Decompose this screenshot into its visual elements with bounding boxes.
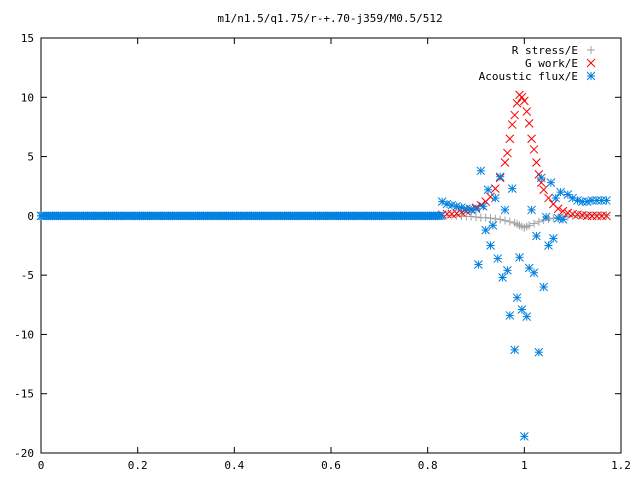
y-tick-label: -10 xyxy=(14,328,34,341)
data-point xyxy=(558,206,568,216)
data-point xyxy=(536,173,546,183)
data-point xyxy=(490,184,500,193)
data-point xyxy=(481,213,490,222)
data-point xyxy=(522,107,532,116)
data-point xyxy=(524,119,534,128)
data-point xyxy=(553,204,563,214)
data-point xyxy=(515,253,524,262)
legend-marker xyxy=(586,58,596,68)
data-point xyxy=(471,204,481,214)
data-point xyxy=(529,268,539,278)
data-point xyxy=(486,241,495,250)
chart-title: m1/n1.5/q1.75/r-+.70-j359/M0.5/512 xyxy=(217,12,442,25)
data-point xyxy=(532,158,541,167)
data-point xyxy=(457,203,466,212)
x-tick-label: 1 xyxy=(521,459,528,472)
y-tick-label: -5 xyxy=(21,269,34,282)
data-point xyxy=(529,145,539,154)
data-point xyxy=(558,215,568,224)
data-point xyxy=(534,217,543,226)
data-point xyxy=(551,193,561,203)
data-point xyxy=(488,220,498,230)
data-point xyxy=(530,219,538,228)
data-point xyxy=(505,134,515,144)
legend-marker xyxy=(587,46,595,54)
data-point xyxy=(490,193,500,203)
plot-frame xyxy=(40,37,622,454)
data-point xyxy=(498,273,507,282)
y-tick-label: 5 xyxy=(27,151,34,164)
data-point xyxy=(541,212,551,222)
x-tick-label: 0.2 xyxy=(128,459,148,472)
data-point xyxy=(512,98,522,108)
data-point xyxy=(534,347,544,357)
data-point xyxy=(512,293,522,303)
data-point xyxy=(436,211,446,221)
legend-label: G work/E xyxy=(525,57,578,70)
data-point xyxy=(505,217,514,226)
x-tick-label: 0 xyxy=(38,459,45,472)
series-cross xyxy=(437,90,611,221)
data-point xyxy=(476,166,486,176)
data-point xyxy=(510,345,520,355)
data-point xyxy=(478,202,488,211)
data-point xyxy=(539,185,549,195)
data-point xyxy=(519,432,529,441)
data-point xyxy=(556,187,565,197)
x-tick-label: 0.8 xyxy=(418,459,438,472)
data-point xyxy=(496,215,505,224)
data-point xyxy=(503,266,512,275)
data-point xyxy=(474,260,483,269)
data-point xyxy=(483,185,493,195)
y-tick-label: 15 xyxy=(21,32,34,45)
data-point xyxy=(507,184,517,193)
data-points xyxy=(36,90,611,441)
data-point xyxy=(525,221,534,230)
data-point xyxy=(493,254,503,263)
data-point xyxy=(602,211,611,221)
data-point xyxy=(472,213,480,222)
data-point xyxy=(519,96,529,106)
data-point xyxy=(544,193,553,203)
data-point xyxy=(505,311,515,320)
legend-label: R stress/E xyxy=(512,44,578,57)
data-point xyxy=(510,110,520,120)
data-point xyxy=(527,134,536,144)
data-point xyxy=(501,216,509,225)
data-point xyxy=(522,312,532,321)
data-point xyxy=(539,282,549,292)
data-point xyxy=(532,231,541,241)
legend-label: Acoustic flux/E xyxy=(479,70,578,83)
x-tick-label: 0.4 xyxy=(224,459,244,472)
data-point xyxy=(495,172,505,182)
x-tick-label: 1.2 xyxy=(611,459,631,472)
data-point xyxy=(486,214,495,223)
y-tick-label: -15 xyxy=(14,388,34,401)
data-point xyxy=(481,225,491,235)
axis-ticks: 0 0.2 0.4 0.6 0.8 1 1.2 15 10 5 0 -5 -10 -15 -20 xyxy=(14,32,631,472)
data-point xyxy=(503,148,512,158)
data-point xyxy=(568,211,577,220)
data-point xyxy=(507,120,517,129)
data-point xyxy=(517,305,527,314)
data-point xyxy=(602,196,611,205)
data-point xyxy=(500,158,510,167)
data-point xyxy=(546,178,556,188)
legend-marker xyxy=(586,71,596,81)
y-tick-label: 10 xyxy=(21,91,34,104)
data-point xyxy=(527,205,536,215)
data-point xyxy=(544,241,553,250)
series-star xyxy=(36,166,611,441)
data-point xyxy=(563,190,573,199)
data-point xyxy=(548,234,558,243)
x-tick-label: 0.6 xyxy=(321,459,341,472)
y-tick-label: -20 xyxy=(14,447,34,460)
data-point xyxy=(491,214,500,223)
y-tick-label: 0 xyxy=(27,210,34,223)
data-point xyxy=(500,205,510,215)
